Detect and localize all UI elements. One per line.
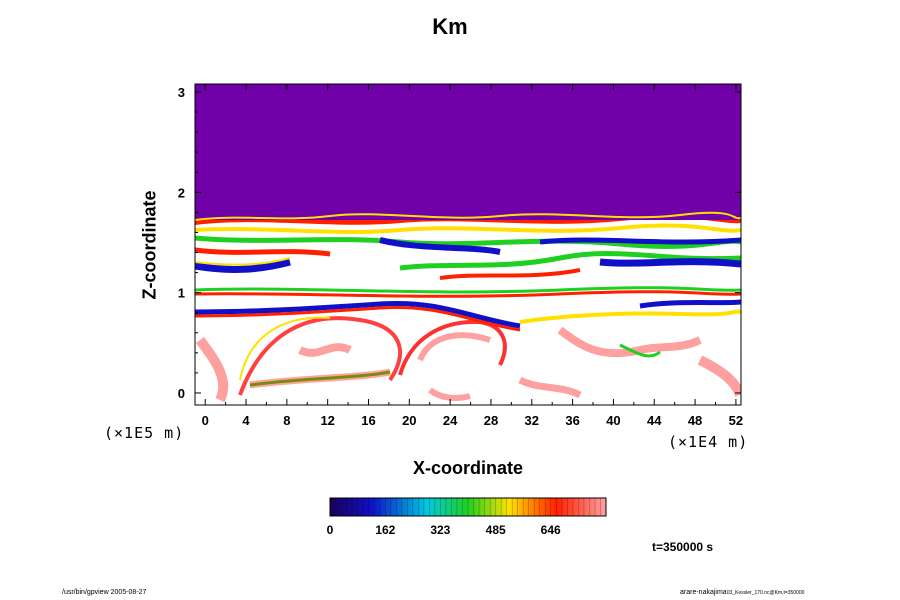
- x-tick-label: 48: [688, 413, 702, 428]
- x-tick-label: 36: [565, 413, 579, 428]
- x-axis-scale-label: (×1E4 m): [668, 433, 749, 451]
- colorbar-ticks: 0 162 323 485 646: [327, 523, 561, 537]
- upper-uniform-layer: [195, 84, 741, 220]
- x-tick-label: 4: [242, 413, 250, 428]
- y-tick-label: 1: [178, 286, 185, 301]
- y-axis-ticks: 0 1 2 3: [178, 85, 741, 401]
- x-tick-label: 28: [484, 413, 498, 428]
- footer-right-author: arare-nakajima: [680, 589, 727, 596]
- y-tick-label: 2: [178, 185, 185, 200]
- y-tick-label: 3: [178, 85, 185, 100]
- x-tick-label: 44: [647, 413, 662, 428]
- y-axis-scale-label: (×1E5 m): [104, 424, 185, 442]
- colorbar-divisions: [335, 498, 601, 516]
- x-tick-label: 8: [283, 413, 290, 428]
- x-tick-label: 40: [606, 413, 620, 428]
- footer-right-file: 03_Kessler_170.nc@Km,t=350000: [726, 590, 805, 596]
- x-axis-ticks: 0 4 8 12 16 20 24 28 32 36 40 44 48 52: [202, 84, 743, 428]
- footer-left: /usr/bin/gpview 2005-08-27: [62, 589, 147, 596]
- colorbar-tick-label: 0: [327, 523, 334, 537]
- y-axis-label: Z-coordinate: [139, 190, 160, 300]
- y-tick-label: 0: [178, 386, 185, 401]
- x-tick-label: 24: [443, 413, 458, 428]
- colorbar-tick-label: 323: [430, 523, 450, 537]
- x-tick-label: 32: [525, 413, 539, 428]
- x-axis-label: X-coordinate: [412, 458, 523, 478]
- x-tick-label: 52: [729, 413, 743, 428]
- time-label: t=350000 s: [652, 540, 714, 554]
- x-tick-label: 16: [361, 413, 375, 428]
- x-tick-label: 20: [402, 413, 416, 428]
- lower-eddies: [195, 316, 741, 403]
- colorbar-tick-label: 485: [486, 523, 506, 537]
- x-tick-label: 0: [202, 413, 209, 428]
- chart-title: Km: [432, 14, 468, 39]
- plot-frame: [194, 83, 742, 406]
- colorbar-tick-label: 162: [375, 523, 395, 537]
- colorbar-tick-label: 646: [541, 523, 561, 537]
- x-tick-label: 12: [320, 413, 334, 428]
- footer-right: arare-nakajima03_Kessler_170.nc@Km,t=350…: [680, 589, 804, 596]
- layer-boundary: [195, 211, 741, 221]
